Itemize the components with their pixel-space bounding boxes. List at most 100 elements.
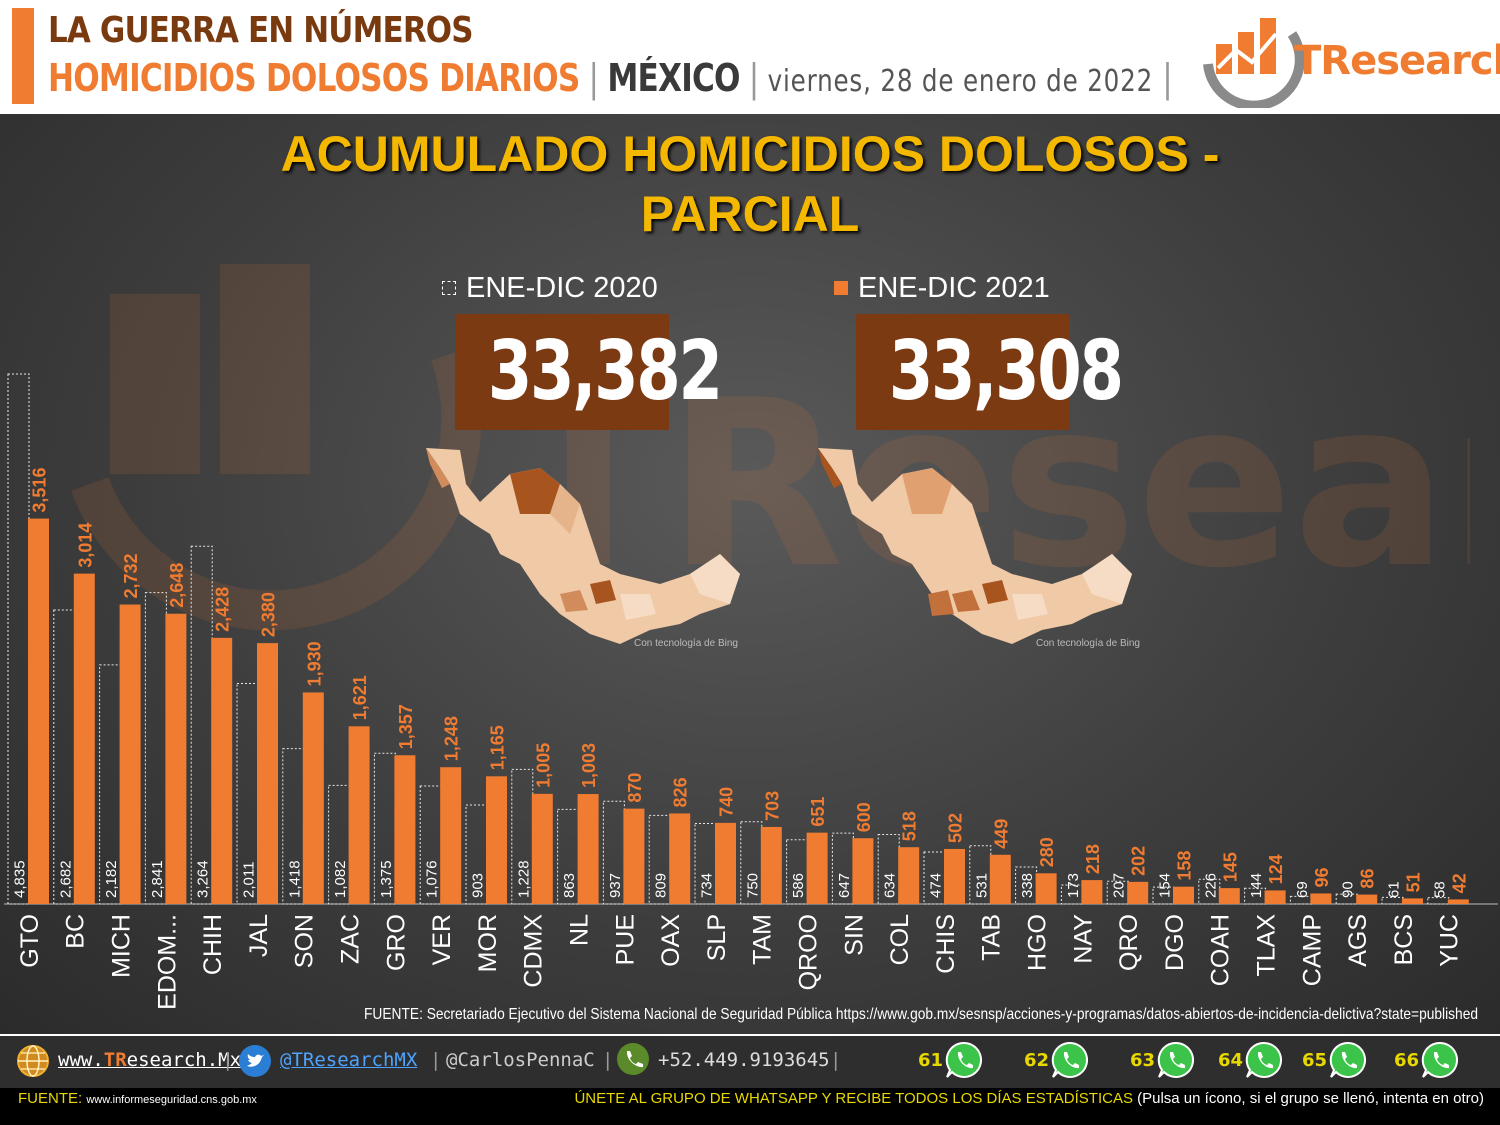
bar-2020 <box>740 821 763 905</box>
bar-2021 <box>1310 893 1332 904</box>
header: LA GUERRA EN NÚMEROS HOMICIDIOS DOLOSOS … <box>0 0 1500 112</box>
bar-2020 <box>144 592 167 905</box>
category-label: CHIS <box>932 914 960 974</box>
bar-2021 <box>898 847 920 904</box>
whatsapp-join-note: ÚNETE AL GRUPO DE WHATSAPP Y RECIBE TODO… <box>574 1090 1484 1107</box>
category-label: TLAX <box>1253 914 1281 977</box>
category-label: OAX <box>657 914 685 967</box>
bar-2020 <box>53 609 76 905</box>
watermark-logo-icon: TResearch <box>71 264 1470 631</box>
legend-label-2020: ENE-DIC 2020 <box>466 272 658 304</box>
bar-label-2020: 61 <box>1386 881 1403 898</box>
category-label: TAM <box>749 914 777 965</box>
legend-label-2021: ENE-DIC 2021 <box>858 272 1050 304</box>
header-separator: | <box>748 56 759 100</box>
category-label: BC <box>62 914 90 949</box>
bar-2021 <box>760 826 782 904</box>
website-link[interactable]: www.TResearch.Mx <box>58 1049 241 1071</box>
phone-icon <box>617 1043 649 1075</box>
bar-label-2021: 740 <box>717 787 737 817</box>
category-label: JAL <box>245 914 273 957</box>
bar-label-2021: 2,648 <box>167 563 187 608</box>
whatsapp-icon[interactable] <box>1050 1040 1090 1080</box>
tresearch-logo[interactable]: TResearch <box>1196 4 1500 111</box>
bar-label-2021: 86 <box>1358 869 1378 889</box>
bar-2021 <box>394 755 416 904</box>
bar-label-2020: 1,375 <box>378 860 395 898</box>
bar-label-2021: 3,014 <box>75 523 95 568</box>
category-label: CHIH <box>199 914 227 975</box>
mexico-map-2020 <box>426 448 740 644</box>
category-label: TAB <box>978 914 1006 961</box>
bar-label-2020: 90 <box>1340 881 1357 898</box>
bar-label-2021: 1,930 <box>304 641 324 686</box>
bar-label-2020: 750 <box>744 873 761 898</box>
category-label: MOR <box>474 914 502 972</box>
twitter-icon[interactable] <box>238 1044 272 1078</box>
legend-item-2021: ENE-DIC 2021 <box>834 272 1050 305</box>
header-accent-bar <box>12 8 34 104</box>
category-label: NL <box>566 914 594 946</box>
website-rest: esearch.Mx <box>126 1049 242 1071</box>
whatsapp-icon[interactable] <box>1244 1040 1284 1080</box>
category-label: HGO <box>1024 914 1052 971</box>
join-note: (Pulsa un ícono, si el grupo se llenó, i… <box>1137 1090 1484 1107</box>
header-separator: | <box>1162 56 1172 100</box>
map-credit-2021: Con tecnología de Bing <box>1036 638 1140 649</box>
category-label: ZAC <box>337 914 365 964</box>
whatsapp-icon[interactable] <box>1156 1040 1196 1080</box>
bar-label-2021: 502 <box>946 813 966 843</box>
chart-panel: TResearch ACUMULADO HOMICIDIOS DOLOSOS -… <box>0 114 1500 1034</box>
bar-label-2020: 903 <box>470 873 487 898</box>
bar-label-2021: 703 <box>762 791 782 821</box>
bar-2021 <box>577 794 599 904</box>
header-subtitle-line: HOMICIDIOS DOLOSOS DIARIOS | MÉXICO | vi… <box>48 56 1173 100</box>
website-prefix: www. <box>58 1049 104 1071</box>
bar-label-2021: 600 <box>854 802 874 832</box>
bar-2021 <box>1447 899 1469 904</box>
twitter-link[interactable]: @TResearchMX <box>280 1049 418 1071</box>
category-label: COAH <box>1207 914 1235 986</box>
bar-2020 <box>236 683 259 905</box>
category-label: VER <box>428 914 456 965</box>
bar-label-2021: 518 <box>900 811 920 841</box>
category-label: DGO <box>1161 914 1189 971</box>
whatsapp-icon[interactable] <box>1420 1040 1460 1080</box>
whatsapp-icon[interactable] <box>1328 1040 1368 1080</box>
bar-2021 <box>1218 888 1240 904</box>
footer-source-url[interactable]: www.informeseguridad.cns.gob.mx <box>86 1094 257 1106</box>
bar-label-2020: 4,835 <box>12 860 29 898</box>
bar-label-2021: 449 <box>991 819 1011 849</box>
bar-label-2021: 1,165 <box>488 725 508 770</box>
bar-2020 <box>419 785 442 905</box>
bar-label-2021: 2,428 <box>213 587 233 632</box>
logo-text: TResearch <box>1294 38 1500 84</box>
bar-2021 <box>1264 890 1286 904</box>
mexico-map-2021 <box>818 448 1132 644</box>
bar-2020 <box>7 373 30 905</box>
category-label: NAY <box>1069 914 1097 964</box>
bar-label-2021: 1,248 <box>442 716 462 761</box>
bar-label-2021: 870 <box>625 773 645 803</box>
bar-label-2020: 1,082 <box>332 860 349 898</box>
bar-label-2021: 218 <box>1083 844 1103 874</box>
bar-label-2021: 124 <box>1266 854 1286 884</box>
legend-swatch-2020 <box>442 281 456 295</box>
twitter-handle-2[interactable]: @CarlosPennaC <box>446 1049 595 1071</box>
bar-label-2020: 173 <box>1065 873 1082 898</box>
bar-label-2021: 651 <box>808 797 828 827</box>
category-label: QROO <box>795 914 823 990</box>
chart-title-line1: ACUMULADO HOMICIDIOS DOLOSOS - <box>280 126 1220 182</box>
bar-label-2021: 96 <box>1312 867 1332 887</box>
whatsapp-icon[interactable] <box>944 1040 984 1080</box>
footer-bottom-bar <box>0 1088 1500 1125</box>
total-2021-value: 33,308 <box>888 324 1124 419</box>
bar-label-2020: 1,076 <box>424 860 441 898</box>
category-label: PUE <box>611 914 639 965</box>
whatsapp-group-number: 65 <box>1302 1050 1328 1071</box>
bar-2021 <box>119 604 141 904</box>
header-separator: | <box>588 56 599 100</box>
whatsapp-group-number: 62 <box>1024 1050 1050 1071</box>
bar-label-2021: 1,357 <box>396 704 416 749</box>
bar-2021 <box>486 776 507 904</box>
